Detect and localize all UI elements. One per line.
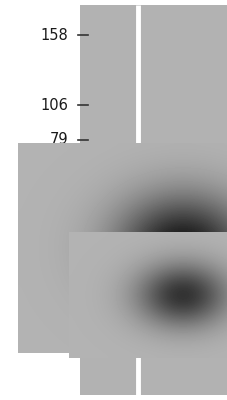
Bar [80, 5, 227, 395]
Text: 23: 23 [49, 298, 68, 312]
Text: 158: 158 [40, 28, 68, 42]
Text: 35: 35 [49, 264, 68, 280]
Text: 48: 48 [49, 198, 68, 212]
Text: 106: 106 [40, 98, 68, 112]
Text: 79: 79 [49, 132, 68, 148]
